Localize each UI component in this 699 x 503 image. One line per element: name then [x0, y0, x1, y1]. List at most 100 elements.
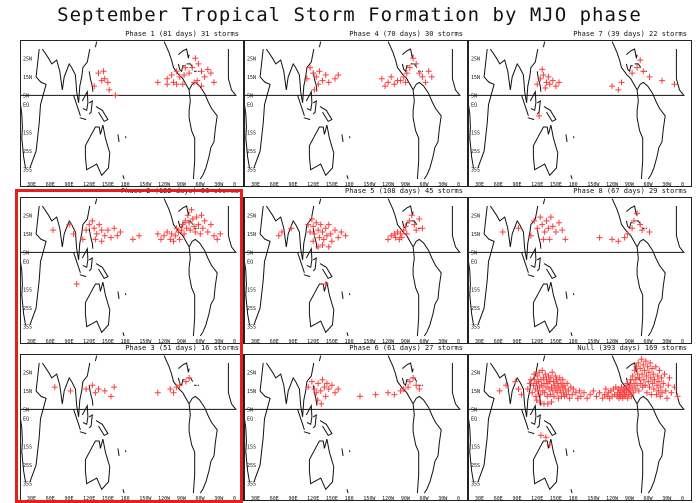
lon-tick-label: 30E: [251, 496, 260, 502]
coastline: [81, 89, 89, 112]
storm-marker: [637, 57, 644, 64]
lon-tick-label: 150W: [363, 182, 376, 188]
lon-tick-label: 150E: [550, 182, 562, 188]
lat-tick-label: 5N: [23, 407, 29, 413]
lon-tick-label: 90W: [625, 496, 635, 502]
storm-marker: [173, 384, 180, 391]
coastline: [79, 117, 87, 121]
storm-marker: [66, 221, 73, 228]
storm-marker: [114, 232, 121, 239]
coastline: [570, 489, 573, 494]
coastline: [402, 48, 414, 59]
storm-marker: [630, 380, 637, 387]
storm-marker: [515, 225, 522, 232]
storm-marker: [198, 68, 205, 75]
storm-marker: [425, 68, 432, 75]
storm-marker: [275, 232, 282, 239]
lon-tick-label: 120E: [307, 339, 319, 345]
coastline: [489, 205, 539, 260]
coastline: [79, 431, 87, 435]
storm-marker: [319, 77, 326, 84]
storm-marker: [666, 374, 673, 381]
storm-marker: [641, 367, 648, 374]
storm-marker: [416, 386, 423, 392]
storm-marker: [307, 64, 314, 71]
storm-marker: [644, 363, 651, 370]
coastline: [521, 252, 529, 274]
coastline: [94, 198, 98, 205]
coastline: [527, 431, 535, 435]
storm-marker: [323, 232, 330, 239]
lat-tick-label: 25N: [23, 56, 32, 62]
storm-marker: [645, 369, 652, 376]
storm-marker: [629, 373, 636, 379]
storm-marker: [411, 221, 418, 228]
storm-marker: [322, 225, 329, 232]
lon-tick-label: 180: [121, 496, 130, 502]
coastline: [95, 263, 109, 280]
storm-marker: [117, 229, 124, 235]
coastline: [346, 175, 349, 180]
storm-marker: [191, 223, 198, 230]
lon-tick-label: 150E: [102, 339, 114, 345]
coastline: [178, 362, 190, 373]
storm-marker: [518, 391, 525, 398]
coastline: [73, 409, 81, 431]
storm-marker: [83, 386, 90, 392]
lon-tick-label: 120W: [606, 339, 619, 345]
storm-marker: [635, 387, 642, 394]
storm-marker: [397, 387, 404, 394]
storm-marker: [542, 85, 549, 91]
storm-marker: [184, 212, 191, 219]
storm-marker: [108, 393, 114, 400]
storm-marker: [416, 216, 423, 222]
storm-marker: [537, 391, 544, 398]
storm-marker: [635, 360, 642, 366]
coastline: [572, 293, 575, 296]
lat-tick-label: EQ: [247, 260, 253, 266]
storm-marker: [73, 281, 80, 287]
coastline: [348, 450, 351, 453]
storm-marker: [655, 378, 662, 385]
coastline: [21, 49, 237, 168]
coastline: [532, 281, 559, 334]
lat-tick-label: EQ: [247, 417, 253, 423]
storm-marker: [581, 389, 587, 396]
storm-marker: [537, 214, 544, 221]
lon-tick-label: 60W: [644, 496, 654, 502]
storm-marker: [382, 83, 388, 90]
storm-marker: [419, 73, 426, 80]
storm-marker: [129, 236, 136, 243]
storm-marker: [550, 378, 557, 385]
lon-tick-label: 0: [681, 339, 684, 345]
map-panel: 25N 15N 5N EQ 15S 25S 35S 30E 60E 90E 120E 150E 180 1…: [468, 344, 692, 502]
lon-tick-label: 30W: [214, 339, 224, 345]
coastline: [305, 246, 313, 269]
coastline: [124, 136, 127, 139]
storm-marker: [176, 73, 183, 80]
coastline: [88, 100, 93, 115]
lat-tick-label: 15N: [471, 389, 480, 395]
coastline: [348, 293, 351, 296]
coastline: [88, 414, 93, 429]
storm-marker: [546, 81, 553, 88]
lon-tick-label: 0: [233, 182, 236, 188]
storm-marker: [557, 387, 564, 394]
storm-marker: [655, 387, 662, 394]
storm-marker: [167, 236, 174, 243]
storm-marker: [176, 382, 183, 389]
lon-tick-label: 120W: [606, 496, 619, 502]
coastline: [634, 63, 642, 68]
lat-tick-label: 5N: [247, 93, 253, 99]
coastline: [319, 106, 333, 123]
storm-marker: [154, 389, 161, 396]
lon-tick-label: 60W: [420, 496, 430, 502]
storm-marker: [101, 75, 108, 82]
lat-tick-label: 25N: [247, 56, 256, 62]
storm-marker: [629, 70, 636, 77]
storm-marker: [526, 380, 533, 387]
coastline: [477, 362, 495, 483]
storm-marker: [101, 232, 108, 239]
storm-marker: [416, 70, 423, 77]
storm-marker: [540, 72, 547, 78]
